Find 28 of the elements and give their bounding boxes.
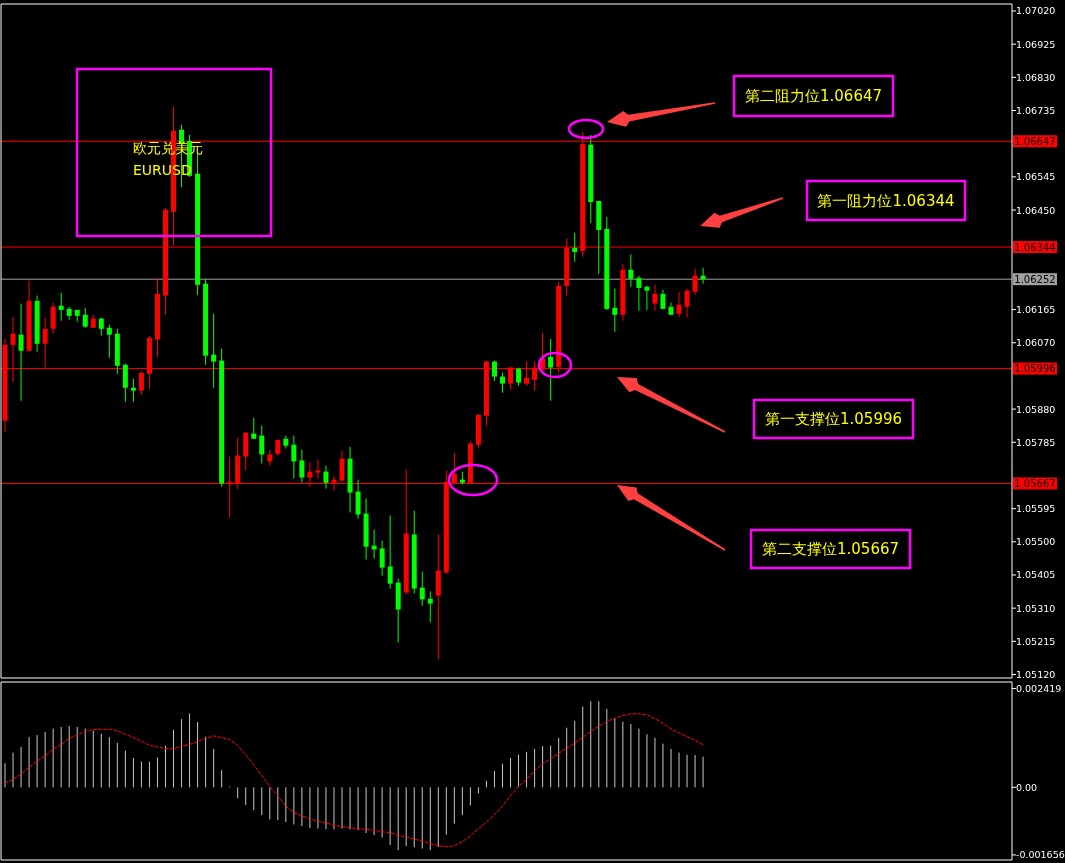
y-tick-label: -0.001656 — [1016, 849, 1065, 861]
ref-line-label: 1.06647 — [1014, 135, 1056, 147]
y-tick-label: 1.05120 — [1016, 669, 1056, 681]
ref-line-label: 1.06252 — [1014, 273, 1056, 285]
y-tick-label: 1.06165 — [1016, 304, 1056, 316]
y-tick-label: 1.05500 — [1016, 536, 1056, 548]
y-tick-label: 1.06545 — [1016, 171, 1056, 183]
y-tick-label: 1.05405 — [1016, 569, 1056, 581]
y-tick-label: 1.07020 — [1016, 5, 1056, 17]
ref-line-label: 1.06344 — [1014, 241, 1056, 253]
y-tick-label: 1.05310 — [1016, 602, 1056, 614]
y-tick-label: 1.06830 — [1016, 71, 1056, 83]
y-tick-label: 1.06070 — [1016, 337, 1056, 349]
annotation: 第一支撑位1.05996 — [764, 410, 903, 428]
y-tick-label: 1.05785 — [1016, 436, 1056, 448]
y-tick-label: 0.00 — [1016, 781, 1038, 793]
y-tick-label: 1.05595 — [1016, 503, 1056, 515]
annotation: 第一阻力位1.06344 — [817, 191, 955, 210]
y-tick-label: 1.06450 — [1016, 204, 1056, 216]
y-tick-label: 1.06735 — [1016, 105, 1056, 117]
annotation: 第二支撑位1.05667 — [761, 540, 900, 558]
y-tick-label: 1.06925 — [1016, 38, 1056, 50]
y-tick-label: 1.05215 — [1016, 635, 1056, 647]
annotation: 第二阻力位1.06647 — [744, 87, 883, 105]
ref-line-label: 1.05667 — [1014, 477, 1056, 489]
y-tick-label: 0.002419 — [1016, 683, 1062, 695]
ref-line-label: 1.05996 — [1014, 363, 1056, 375]
y-tick-label: 1.05880 — [1016, 403, 1056, 415]
